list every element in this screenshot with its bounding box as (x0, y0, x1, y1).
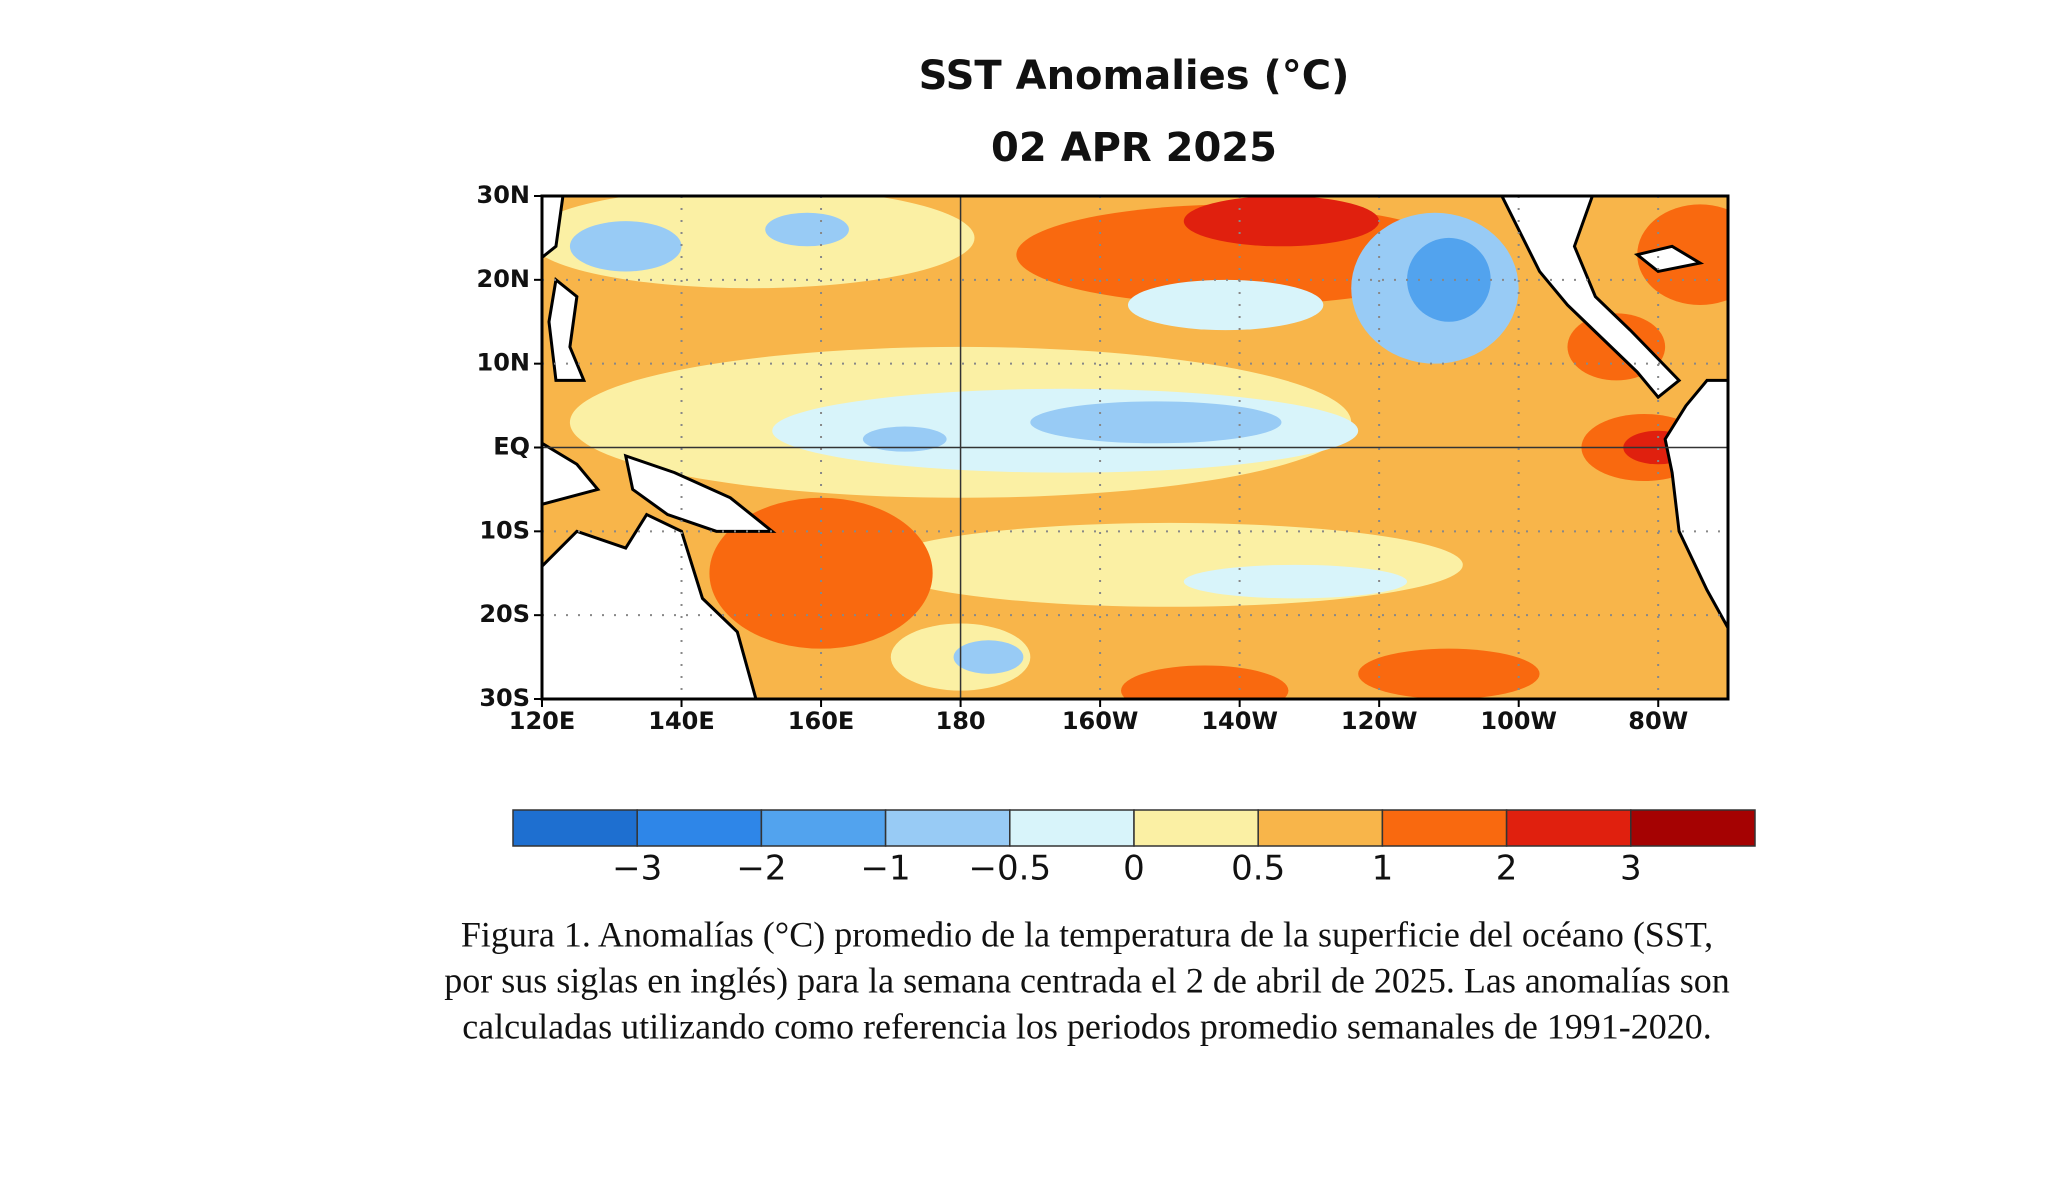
latitude-label: 30N (477, 181, 530, 209)
longitude-label: 180 (936, 707, 986, 735)
colorbar-label: −3 (612, 849, 662, 889)
colorbar-box (636, 809, 763, 847)
longitude-label: 100W (1480, 707, 1557, 735)
latitude-label: EQ (493, 433, 530, 461)
longitude-label: 120E (509, 707, 576, 735)
colorbar-box (760, 809, 887, 847)
map-title: SST Anomalies (°C) (919, 53, 1350, 99)
caption-line: por sus siglas en inglés) para la semana… (444, 960, 1730, 1000)
colorbar-box (1381, 809, 1508, 847)
colorbar-label: 3 (1620, 849, 1642, 889)
latitude-label: 10N (477, 349, 530, 377)
longitude-label: 160W (1062, 707, 1139, 735)
colorbar-box (1133, 809, 1259, 847)
caption-line: Figura 1. Anomalías (°C) promedio de la … (461, 914, 1713, 954)
colorbar-label: −2 (736, 849, 786, 889)
colorbar-label: 0.5 (1231, 849, 1285, 889)
longitude-label: 80W (1628, 707, 1688, 735)
colorbar-label: −0.5 (969, 849, 1052, 889)
longitude-label: 160E (788, 707, 855, 735)
colorbar-box (1257, 809, 1384, 847)
latitude-label: 10S (479, 516, 530, 544)
latitude-label: 20N (477, 265, 530, 293)
colorbar-label: −1 (861, 849, 911, 889)
longitude-label: 120W (1341, 707, 1418, 735)
caption-line: calculadas utilizando como referencia lo… (462, 1006, 1712, 1046)
colorbar-label: 0 (1123, 849, 1145, 889)
colorbar-box (1630, 809, 1756, 847)
colorbar-label: 1 (1372, 849, 1394, 889)
colorbar-box (1009, 809, 1135, 847)
longitude-label: 140E (648, 707, 715, 735)
colorbar-label: 2 (1496, 849, 1518, 889)
latitude-label: 20S (479, 600, 530, 628)
colorbar-box (512, 809, 638, 847)
latitude-label: 30S (479, 684, 530, 712)
colorbar-box (1505, 809, 1632, 847)
map (542, 196, 1728, 699)
colorbar-box (884, 809, 1011, 847)
longitude-label: 140W (1201, 707, 1278, 735)
map-subtitle: 02 APR 2025 (991, 125, 1277, 171)
